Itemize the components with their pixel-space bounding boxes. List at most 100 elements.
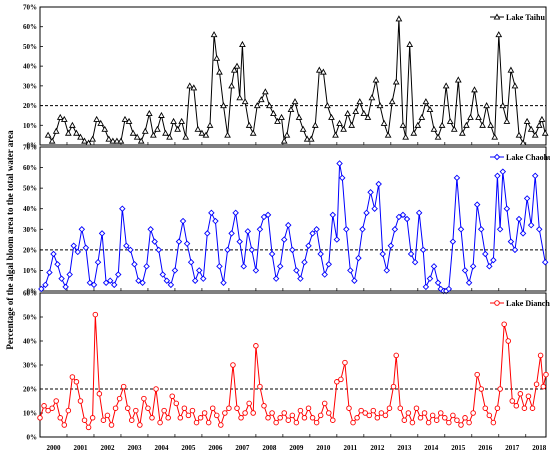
- data-point: [515, 215, 523, 223]
- data-point: [200, 275, 207, 282]
- x-tick-label: 2001: [73, 444, 88, 452]
- data-point: [442, 415, 448, 421]
- data-point: [232, 209, 239, 217]
- data-point: [74, 248, 82, 256]
- data-point: [108, 422, 115, 428]
- data-point: [486, 412, 493, 419]
- data-point: [313, 419, 320, 426]
- data-point: [73, 379, 80, 385]
- data-point: [519, 139, 527, 146]
- data-point: [46, 269, 53, 276]
- data-point: [401, 417, 408, 423]
- data-point: [507, 238, 515, 245]
- data-point: [171, 267, 179, 274]
- data-point: [297, 275, 304, 282]
- data-point: [110, 281, 118, 289]
- data-point: [433, 417, 440, 423]
- y-tick-label: 40%: [23, 63, 37, 71]
- data-point: [179, 217, 187, 225]
- data-point: [210, 31, 218, 38]
- data-point: [405, 410, 412, 416]
- data-point: [475, 113, 482, 120]
- data-point: [133, 133, 141, 140]
- data-point: [115, 271, 122, 278]
- data-point: [256, 226, 264, 233]
- data-point: [324, 102, 331, 109]
- data-point: [37, 415, 43, 421]
- data-point: [458, 422, 464, 428]
- data-point: [495, 31, 503, 38]
- data-point: [461, 267, 469, 274]
- data-point: [224, 131, 231, 138]
- data-point: [317, 250, 324, 258]
- data-point: [372, 76, 380, 83]
- data-point: [470, 410, 476, 416]
- data-point: [86, 279, 94, 287]
- data-point: [175, 238, 183, 245]
- data-point: [467, 113, 474, 120]
- legend-label: Lake Taihu: [506, 13, 545, 22]
- data-point: [313, 226, 320, 233]
- x-tick-label: 2018: [532, 444, 547, 452]
- y-tick-label: 40%: [23, 338, 37, 346]
- data-point: [490, 256, 497, 264]
- data-point: [187, 258, 195, 266]
- data-point: [121, 115, 129, 122]
- data-point: [94, 258, 102, 266]
- data-point: [527, 125, 535, 132]
- data-point: [478, 386, 484, 392]
- data-point: [177, 415, 184, 421]
- data-point: [362, 410, 368, 416]
- data-point: [246, 400, 252, 407]
- data-point: [379, 250, 386, 258]
- data-point: [419, 246, 427, 254]
- data-point: [387, 242, 395, 249]
- data-point: [233, 62, 241, 69]
- y-tick-label: 30%: [23, 226, 37, 234]
- data-point: [517, 391, 524, 397]
- data-point: [477, 226, 485, 233]
- data-point: [214, 412, 220, 419]
- data-point: [368, 94, 376, 101]
- data-point: [69, 121, 76, 128]
- data-point: [120, 383, 127, 390]
- data-point: [218, 422, 224, 428]
- data-point: [269, 410, 275, 416]
- data-point: [402, 133, 410, 140]
- data-point: [330, 417, 336, 423]
- data-point: [397, 405, 404, 411]
- series-markers: [38, 160, 549, 295]
- data-point: [139, 279, 146, 287]
- data-point: [482, 405, 489, 411]
- data-point: [354, 415, 360, 421]
- data-point: [338, 376, 344, 383]
- data-point: [535, 121, 543, 128]
- data-point: [234, 405, 240, 411]
- data-point: [519, 230, 527, 237]
- data-point: [113, 137, 121, 144]
- data-point: [471, 86, 478, 93]
- data-point: [426, 105, 434, 113]
- y-tick-label: 10%: [23, 122, 37, 130]
- data-point: [81, 417, 88, 423]
- data-point: [515, 131, 523, 138]
- data-point: [315, 66, 323, 73]
- data-point: [277, 415, 283, 421]
- x-tick-label: 2010: [316, 444, 331, 452]
- data-point: [364, 113, 372, 120]
- data-point: [469, 263, 477, 270]
- data-point: [257, 383, 263, 390]
- y-tick-label: 20%: [23, 246, 37, 254]
- data-point: [388, 98, 396, 105]
- data-point: [399, 121, 407, 128]
- data-point: [261, 88, 269, 95]
- data-point: [326, 410, 332, 416]
- data-point: [450, 412, 456, 419]
- data-point: [301, 415, 308, 421]
- series-line: [40, 163, 546, 292]
- data-point: [244, 228, 252, 235]
- data-point: [409, 419, 416, 426]
- y-tick-label: 60%: [23, 164, 37, 172]
- data-point: [161, 407, 167, 414]
